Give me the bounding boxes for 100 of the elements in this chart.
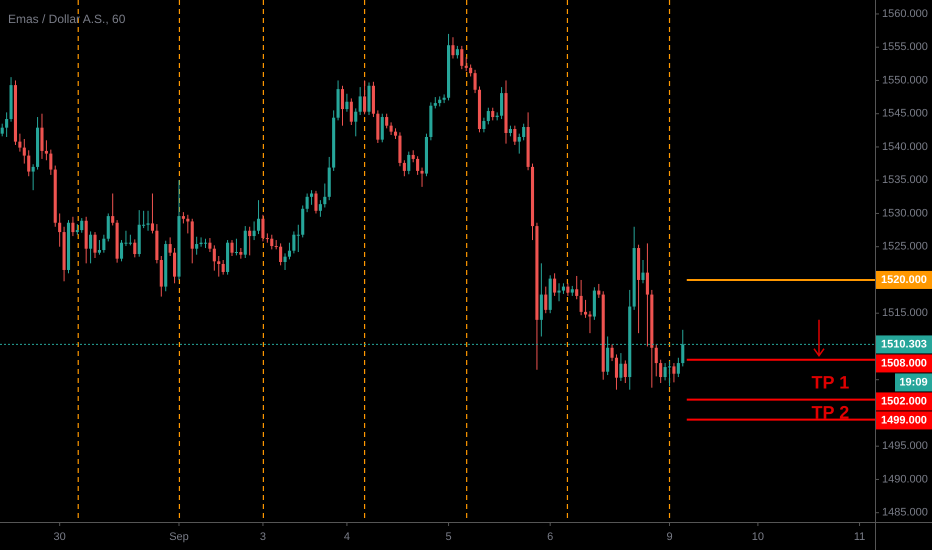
candlestick bbox=[469, 64, 472, 77]
candlestick bbox=[486, 107, 490, 125]
y-tick-label: 1540.000 bbox=[882, 140, 928, 153]
candlestick bbox=[614, 354, 618, 390]
candlestick bbox=[363, 80, 366, 115]
candlestick bbox=[111, 193, 114, 226]
candlestick bbox=[553, 272, 556, 296]
candlestick bbox=[624, 360, 627, 384]
candlestick bbox=[120, 240, 124, 262]
candlestick bbox=[146, 210, 150, 232]
candlestick bbox=[239, 248, 242, 260]
candlestick bbox=[106, 212, 110, 242]
candlestick bbox=[610, 344, 614, 362]
candlestick bbox=[500, 86, 504, 120]
candlestick bbox=[76, 224, 79, 236]
candlestick bbox=[306, 193, 309, 213]
candlestick bbox=[575, 275, 578, 300]
candlestick bbox=[412, 150, 415, 163]
ref-line-label: 1508.000 bbox=[881, 357, 927, 370]
candlestick bbox=[89, 230, 92, 264]
candlestick bbox=[456, 45, 459, 60]
candlestick bbox=[323, 183, 326, 208]
ref-line-label: 1510.303 bbox=[881, 338, 927, 350]
x-tick-label: 30 bbox=[54, 530, 66, 543]
candlestick bbox=[482, 117, 486, 133]
candlestick bbox=[150, 193, 154, 234]
x-tick-label: Sep bbox=[169, 530, 189, 543]
candlestick bbox=[597, 283, 600, 298]
candlestick bbox=[672, 362, 676, 383]
text: Emas / Dollar A.S., 60 bbox=[8, 12, 126, 26]
candlestick bbox=[580, 279, 583, 316]
y-tick-label: 1485.000 bbox=[882, 506, 928, 519]
candlestick bbox=[234, 238, 238, 256]
candlestick bbox=[407, 151, 410, 175]
candlestick bbox=[641, 260, 645, 284]
candlestick bbox=[49, 149, 52, 176]
x-tick-label: 10 bbox=[752, 530, 764, 543]
candlestick bbox=[345, 93, 348, 112]
candlestick bbox=[438, 96, 442, 107]
candlestick bbox=[464, 56, 468, 72]
candlestick bbox=[557, 282, 561, 302]
candlestick bbox=[385, 113, 388, 129]
text: 19:09 bbox=[899, 376, 928, 388]
candlestick bbox=[491, 107, 494, 121]
candlestick bbox=[544, 286, 548, 314]
candlestick bbox=[22, 138, 26, 164]
ref-line-label: 1502.000 bbox=[881, 395, 927, 408]
x-tick-label: 6 bbox=[547, 530, 554, 543]
candlestick bbox=[98, 240, 101, 256]
candlestick bbox=[659, 359, 662, 384]
candlestick bbox=[584, 299, 588, 318]
candlestick bbox=[248, 226, 252, 256]
candlestick bbox=[570, 285, 574, 296]
candlestick bbox=[0, 123, 4, 137]
candlestick bbox=[244, 226, 247, 259]
candlestick bbox=[288, 242, 292, 260]
candlestick bbox=[420, 167, 424, 188]
y-tick-label: 1535.000 bbox=[882, 174, 928, 186]
candlestick bbox=[588, 310, 592, 334]
candlestick bbox=[173, 248, 176, 284]
candlestick bbox=[204, 238, 208, 249]
y-tick-label: 1560.000 bbox=[882, 8, 928, 20]
candlestick bbox=[182, 212, 185, 224]
candlestick bbox=[508, 125, 512, 137]
ref-line-label: 1499.000 bbox=[881, 414, 927, 426]
candlestick bbox=[32, 164, 35, 191]
candlestick bbox=[18, 133, 22, 152]
candlestick bbox=[318, 200, 322, 218]
candlestick bbox=[44, 140, 48, 161]
candlestick bbox=[256, 200, 260, 235]
candlestick bbox=[212, 244, 216, 272]
candlestick bbox=[208, 238, 212, 253]
candlestick bbox=[646, 242, 649, 347]
candlestick bbox=[71, 216, 74, 237]
candlestick bbox=[358, 86, 362, 116]
x-tick-label: 9 bbox=[666, 530, 673, 543]
candlestick bbox=[195, 236, 198, 256]
candlestick bbox=[350, 98, 353, 126]
candlestick bbox=[217, 256, 220, 278]
candlestick bbox=[522, 123, 526, 141]
candlestick bbox=[186, 214, 190, 234]
candlestick bbox=[314, 190, 318, 214]
candlestick bbox=[668, 360, 672, 387]
candlestick bbox=[654, 344, 658, 377]
candlestick bbox=[40, 113, 44, 160]
candlestick bbox=[380, 113, 384, 143]
x-tick-label: 11 bbox=[854, 530, 866, 543]
y-tick-label: 1545.000 bbox=[882, 108, 928, 120]
candlestick bbox=[402, 160, 406, 177]
candlestick bbox=[261, 214, 264, 242]
candlestick bbox=[270, 234, 274, 250]
candlestick bbox=[566, 282, 570, 296]
ref-line-label: 1520.000 bbox=[881, 274, 927, 286]
candlestick bbox=[562, 282, 565, 294]
candlestick bbox=[619, 352, 622, 382]
candlestick bbox=[664, 362, 667, 381]
candlestick bbox=[93, 232, 97, 259]
candlestick bbox=[252, 220, 256, 241]
candlestick bbox=[460, 45, 464, 70]
candlestick bbox=[27, 150, 30, 177]
